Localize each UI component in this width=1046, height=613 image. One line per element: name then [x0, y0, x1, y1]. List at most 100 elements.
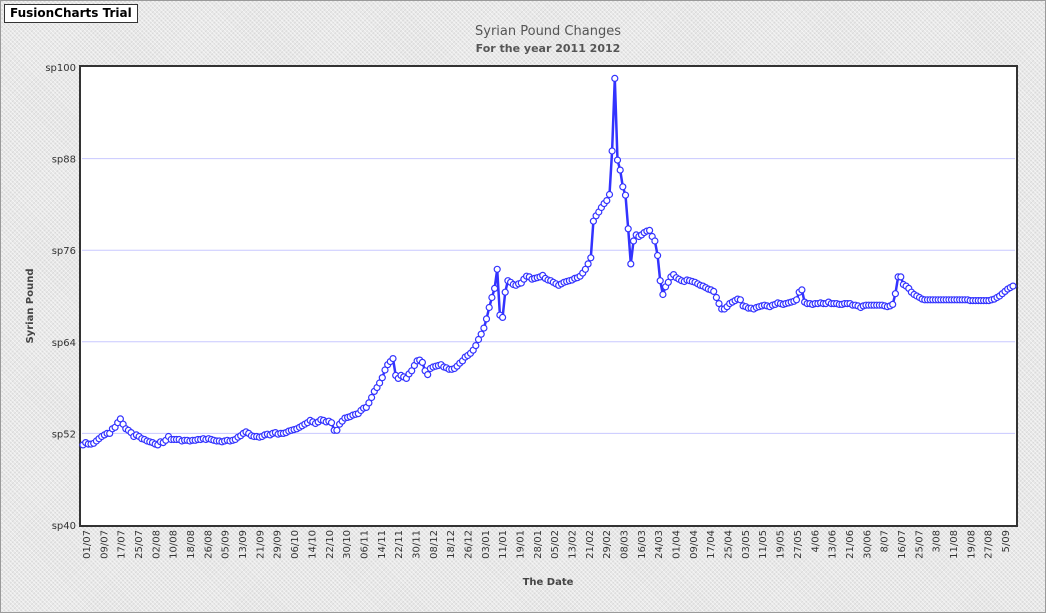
- data-point: [480, 324, 488, 332]
- x-tick-label: 3/08: [932, 530, 943, 552]
- data-point: [488, 293, 496, 302]
- y-tick-label: sp40: [52, 521, 76, 532]
- x-tick-label: 26/08: [203, 530, 214, 559]
- data-point: [611, 74, 619, 83]
- x-tick-label: 16/03: [637, 530, 648, 559]
- data-point: [368, 393, 376, 402]
- x-tick-label: 10/08: [169, 530, 180, 559]
- x-axis-label: The Date: [523, 577, 574, 588]
- data-point: [499, 313, 507, 321]
- data-point: [1009, 282, 1017, 290]
- data-point: [424, 371, 432, 379]
- data-point: [897, 273, 905, 281]
- data-point: [792, 296, 801, 304]
- y-tick-label: sp88: [52, 155, 76, 166]
- chart-subtitle: For the year 2011 2012: [476, 42, 621, 55]
- x-tick-label: 06/11: [359, 530, 370, 559]
- y-tick-label: sp76: [52, 246, 76, 257]
- x-tick-label: 03/01: [481, 530, 492, 559]
- x-tick-label: 11/08: [949, 530, 960, 559]
- x-tick-label: 01/04: [672, 530, 683, 559]
- x-tick-label: 08/03: [620, 530, 631, 559]
- data-point: [621, 191, 630, 199]
- y-tick-label: sp100: [45, 63, 76, 74]
- x-tick-label: 19/05: [776, 530, 787, 559]
- data-point: [581, 265, 590, 273]
- x-tick-label: 11/05: [758, 530, 769, 559]
- x-tick-label: 16/07: [897, 530, 908, 559]
- x-tick-label: 24/03: [654, 530, 665, 559]
- x-tick-label: 13/09: [238, 530, 249, 559]
- x-tick-label: 5/09: [1001, 530, 1012, 552]
- x-tick-label: 11/01: [498, 530, 509, 559]
- x-tick-label: 26/12: [464, 530, 475, 559]
- x-tick-label: 28/01: [533, 530, 544, 559]
- x-tick-label: 03/05: [741, 530, 752, 559]
- x-tick-label: 06/10: [290, 530, 301, 559]
- x-tick-label: 08/12: [429, 530, 440, 559]
- x-tick-label: 05/02: [550, 530, 561, 559]
- data-point: [472, 342, 480, 350]
- data-point: [389, 355, 397, 363]
- x-tick-label: 8/07: [880, 530, 891, 552]
- x-tick-label: 19/08: [966, 530, 977, 559]
- data-point: [627, 260, 635, 268]
- data-point: [798, 286, 806, 294]
- chart-title: Syrian Pound Changes: [475, 24, 621, 39]
- x-tick-label: 21/02: [585, 530, 596, 559]
- data-point: [736, 296, 745, 304]
- x-tick-label: 14/11: [377, 530, 388, 559]
- x-tick-label: 18/12: [446, 530, 457, 559]
- data-point: [645, 226, 654, 234]
- x-tick-label: 17/04: [706, 530, 717, 559]
- x-tick-label: 25/07: [914, 530, 925, 559]
- data-point: [715, 300, 723, 308]
- data-point: [629, 237, 638, 245]
- data-point: [485, 303, 493, 312]
- data-point: [653, 251, 662, 260]
- data-point: [889, 300, 897, 308]
- data-point: [327, 419, 336, 427]
- data-point: [891, 290, 900, 298]
- x-tick-label: 30/11: [412, 530, 423, 559]
- data-point: [589, 217, 598, 225]
- x-tick-label: 09/07: [99, 530, 110, 559]
- x-tick-label: 30/10: [342, 530, 353, 559]
- x-tick-label: 29/09: [273, 530, 284, 559]
- x-tick-label: 27/08: [984, 530, 995, 559]
- data-point: [365, 399, 373, 407]
- data-point: [712, 293, 721, 302]
- data-point: [613, 156, 622, 164]
- x-tick-label: 19/01: [516, 530, 527, 559]
- x-tick-label: 13/06: [828, 530, 839, 559]
- x-tick-label: 29/02: [602, 530, 613, 559]
- x-tick-label: 01/07: [82, 530, 93, 559]
- data-point: [333, 426, 341, 434]
- x-tick-label: 27/05: [793, 530, 804, 559]
- y-axis-label: Syrian Pound: [25, 268, 36, 343]
- y-tick-label: sp64: [52, 338, 76, 349]
- x-tick-label: 18/08: [186, 530, 197, 559]
- data-point: [608, 147, 616, 155]
- data-point: [477, 330, 485, 338]
- x-tick-label: 25/07: [134, 530, 145, 559]
- data-point: [651, 237, 659, 245]
- x-tick-label: 17/07: [117, 530, 128, 559]
- data-point: [491, 284, 499, 292]
- data-point: [584, 260, 592, 268]
- data-point: [418, 358, 426, 366]
- trial-badge: FusionCharts Trial: [4, 4, 138, 23]
- data-point: [656, 277, 664, 285]
- data-point: [605, 190, 614, 199]
- data-point: [493, 265, 501, 273]
- plot-area: [79, 65, 1018, 527]
- y-tick-label: sp52: [52, 429, 76, 440]
- x-tick-label: 13/02: [568, 530, 579, 559]
- x-tick-label: 22/11: [394, 530, 405, 559]
- data-point: [659, 290, 667, 299]
- x-tick-label: 25/04: [724, 530, 735, 559]
- x-tick-label: 21/06: [845, 530, 856, 559]
- x-tick-label: 21/09: [255, 530, 266, 559]
- x-tick-label: 4/06: [810, 530, 821, 552]
